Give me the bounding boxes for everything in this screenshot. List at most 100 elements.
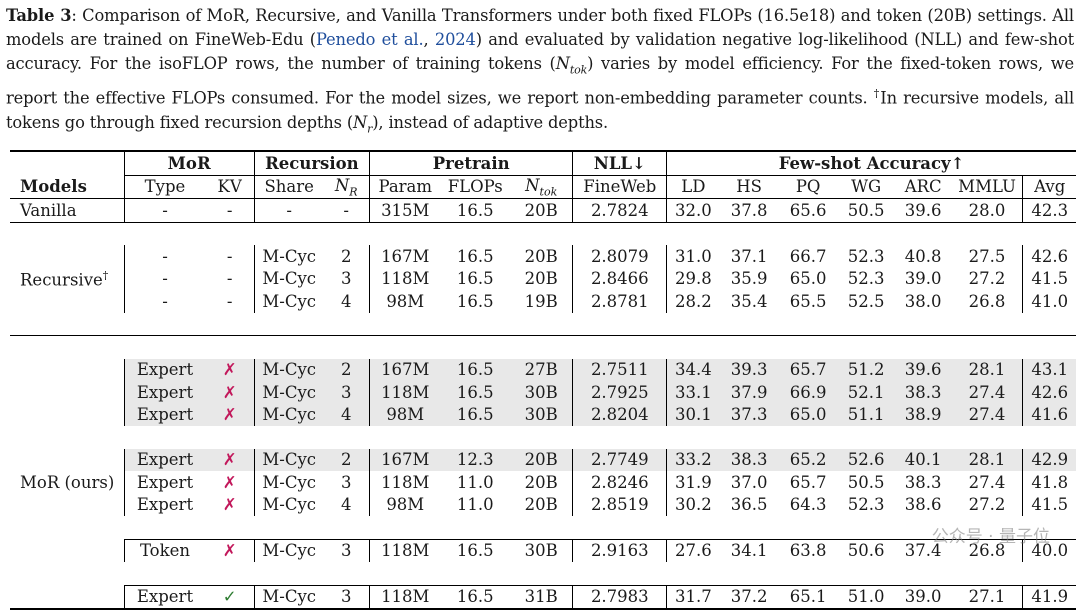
- col-fineweb: FineWeb: [572, 175, 667, 199]
- header-nll: NLL↓: [572, 151, 667, 176]
- cell-hs: 37.9: [719, 381, 779, 404]
- col-share: Share: [253, 175, 324, 199]
- cell-ld: 30.2: [666, 493, 720, 516]
- cell-flops: 16.5: [440, 198, 510, 222]
- cell-type: -: [123, 267, 206, 290]
- cell-param: 118M: [368, 381, 441, 404]
- cell-ntok: 30B: [509, 381, 573, 404]
- cell-wg: 51.0: [837, 584, 895, 610]
- header-fewshot: Few-shot Accuracy↑: [666, 151, 1076, 176]
- cell-arc: 38.6: [904, 495, 942, 515]
- cell-share: -: [253, 198, 324, 222]
- cell-ld: 33.2: [666, 448, 720, 471]
- col-nr: NR: [334, 175, 358, 198]
- caption-label: Table 3: [6, 6, 72, 25]
- caption-text-1: : Comparison of MoR, Recursive, and Vani…: [6, 6, 1074, 49]
- cell-kv: -: [205, 198, 255, 222]
- cell-hs: 35.4: [730, 291, 768, 311]
- cell-kv: ✗: [205, 358, 255, 381]
- cell-ntok: 20B: [524, 495, 558, 515]
- cell-ntok: 19B: [524, 291, 558, 311]
- cell-ld: 32.0: [666, 198, 720, 222]
- cell-kv: -: [226, 246, 233, 266]
- cell-share: M-Cyc: [253, 538, 324, 562]
- header-column-row: Models Type KV Share NR Param FLOPs Ntok…: [10, 175, 1076, 199]
- cell-ld: 31.9: [666, 471, 720, 494]
- cell-flops: 16.5: [440, 358, 510, 381]
- cell-pq: 66.7: [789, 246, 827, 266]
- cell-ld: 28.2: [666, 290, 720, 313]
- cell-nr: 3: [323, 381, 370, 404]
- cell-pq: 65.5: [789, 291, 827, 311]
- cell-param: 118M: [368, 538, 441, 562]
- ntok-symbol: N: [555, 54, 570, 73]
- cell-avg: 42.9: [1022, 448, 1076, 471]
- cell-flops: 16.5: [440, 403, 510, 426]
- cell-wg: 52.1: [837, 381, 895, 404]
- cell-arc: 38.3: [894, 381, 952, 404]
- cell-pq: 64.3: [789, 495, 827, 515]
- table-row: Token ✗ M-Cyc 3 118M 16.5 30B 2.9163 27.6 34.1 63.…: [10, 538, 1076, 562]
- cell-share: M-Cyc: [253, 493, 324, 516]
- table-row: - - M-Cyc 2 167M 16.5 20B 2.8079 31.0 37.1 66.7 52.…: [10, 245, 1076, 268]
- cell-mmlu: 27.2: [968, 495, 1006, 515]
- cell-hs: 39.3: [719, 358, 779, 381]
- cell-hs: 37.2: [719, 584, 779, 610]
- cell-pq: 63.8: [778, 538, 838, 562]
- cell-type: Expert: [123, 381, 206, 404]
- cell-mmlu: 28.1: [951, 358, 1023, 381]
- header-mor: MoR: [123, 151, 255, 176]
- cell-ntok: 30B: [509, 538, 573, 562]
- cell-type: Expert: [123, 584, 206, 610]
- col-pq: PQ: [795, 177, 821, 197]
- header-group-row: MoR Recursion Pretrain NLL↓ Few-shot Acc…: [10, 151, 1076, 176]
- cell-wg: 50.5: [837, 198, 895, 222]
- cell-hs: 38.3: [719, 448, 779, 471]
- cell-nr: 2: [323, 358, 370, 381]
- cell-pq: 65.7: [778, 358, 838, 381]
- cell-flops: 16.5: [456, 269, 494, 289]
- cell-wg: 50.5: [847, 472, 885, 492]
- nr-symbol: N: [353, 112, 368, 132]
- col-models: Models: [20, 177, 87, 196]
- row-label-vanilla: Vanilla: [10, 198, 125, 222]
- cell-avg: 41.5: [1022, 493, 1076, 516]
- cell-mmlu: 27.5: [968, 246, 1006, 266]
- cell-type: -: [123, 198, 206, 222]
- header-pretrain: Pretrain: [368, 151, 573, 176]
- cell-ntok: 30B: [509, 403, 573, 426]
- cell-arc: 39.0: [894, 584, 952, 610]
- cell-ntok: 20B: [509, 448, 573, 471]
- cell-share: M-Cyc: [253, 381, 324, 404]
- cell-arc: 39.0: [904, 269, 942, 289]
- cell-wg: 52.3: [847, 246, 885, 266]
- cell-mmlu: 27.2: [968, 269, 1006, 289]
- col-hs: HS: [736, 177, 762, 197]
- cell-fineweb: 2.8781: [572, 290, 667, 313]
- caption-text-3: ) varies by model efficiency. For the fi…: [6, 54, 1074, 108]
- cell-ld: 31.0: [666, 245, 720, 268]
- cell-avg: 41.5: [1022, 267, 1076, 290]
- cell-fineweb: 2.8204: [572, 403, 667, 426]
- cell-hs: 34.1: [719, 538, 779, 562]
- citation-author-link[interactable]: Penedo et al.: [315, 30, 424, 49]
- cell-pq: 65.6: [778, 198, 838, 222]
- cell-fineweb: 2.8466: [572, 267, 667, 290]
- watermark-text: 公众号 · 量子位: [931, 527, 1050, 547]
- cell-mmlu: 27.4: [951, 403, 1023, 426]
- cell-kv: ✗: [205, 448, 255, 471]
- cell-arc: 40.1: [894, 448, 952, 471]
- table-row: Expert ✗ M-Cyc 2 167M 12.3 20B 2.7749 33.2 38.3 65…: [10, 448, 1076, 471]
- col-type: Type: [123, 175, 206, 199]
- col-wg: WG: [851, 177, 882, 197]
- cell-pq: 65.0: [789, 269, 827, 289]
- cell-fineweb: 2.8079: [572, 245, 667, 268]
- table-row: Expert ✗ M-Cyc 4 98M 11.0 20B 2.8519 30.2 36.5 64.…: [10, 493, 1076, 516]
- cell-hs: 37.8: [719, 198, 779, 222]
- cell-wg: 52.3: [847, 495, 885, 515]
- dagger-mark: †: [873, 87, 881, 101]
- cell-arc: 38.9: [894, 403, 952, 426]
- cell-nr: 4: [340, 495, 352, 515]
- citation-year-link[interactable]: 2024: [434, 30, 476, 49]
- cell-param: 118M: [368, 267, 441, 290]
